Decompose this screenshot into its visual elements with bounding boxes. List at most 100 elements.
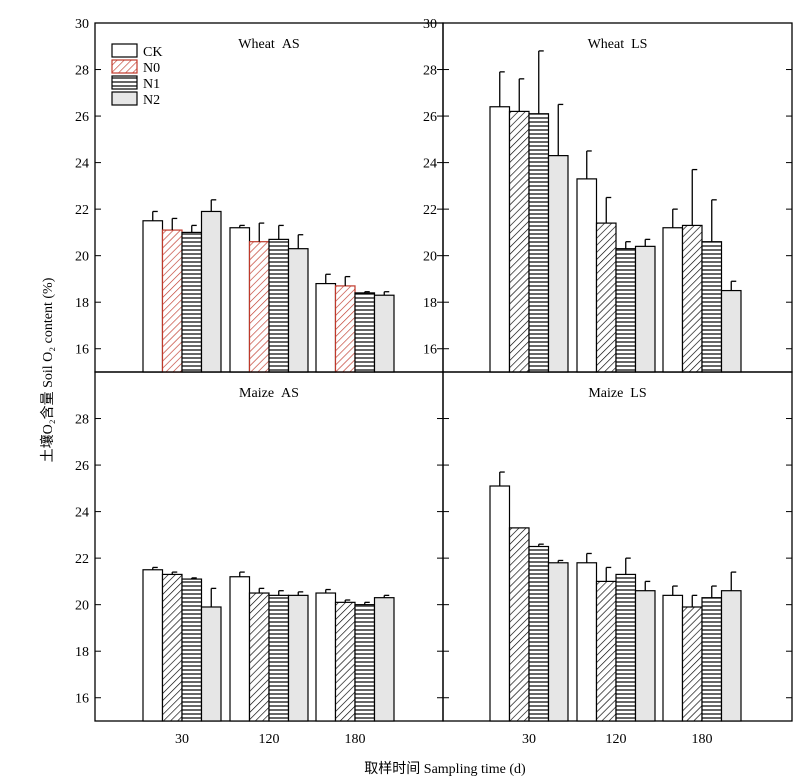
bar-n2-30 — [547, 562, 569, 722]
x-tick-label: 120 — [606, 732, 627, 747]
panel-title: Maize AS — [239, 386, 299, 401]
bar-n1-30 — [528, 545, 550, 722]
y-tick-label: 16 — [75, 692, 89, 707]
y-tick-label: 18 — [75, 645, 89, 660]
bar-n0-180 — [334, 601, 356, 722]
bar-ck-120 — [576, 178, 598, 373]
panel-title: Wheat LS — [588, 37, 648, 52]
legend-item-n1: N1 — [111, 75, 160, 92]
legend-label-n2: N2 — [143, 93, 160, 108]
bar-n0-30 — [161, 573, 183, 722]
bar-ck-180 — [315, 592, 337, 722]
bar-n2-120 — [287, 248, 309, 373]
bar-ck-180 — [315, 282, 337, 373]
bar-n1-180 — [701, 597, 723, 722]
x-tick-label: 30 — [522, 732, 536, 747]
bar-n0-30 — [508, 110, 530, 373]
bar-n0-120 — [595, 580, 617, 722]
bar-n2-30 — [200, 210, 222, 373]
bar-ck-120 — [229, 576, 251, 722]
legend-item-n2: N2 — [111, 91, 160, 108]
legend: CK N0 N1 N2 — [111, 43, 162, 108]
bar-n2-120 — [634, 590, 656, 722]
bar-n1-120 — [268, 594, 290, 722]
y-tick-label: 22 — [75, 552, 89, 567]
bar-n1-120 — [268, 238, 290, 373]
bar-ck-180 — [662, 594, 684, 722]
y-tick-label: 28 — [75, 64, 89, 79]
y-tick-label: 30 — [423, 17, 437, 32]
bar-ck-30 — [489, 106, 511, 373]
y-tick-label: 20 — [75, 599, 89, 614]
bar-n0-30 — [508, 527, 530, 722]
y-tick-label: 22 — [75, 203, 89, 218]
bar-n1-180 — [354, 604, 376, 722]
bar-n2-120 — [287, 594, 309, 722]
bar-n2-180 — [720, 590, 742, 722]
bar-n0-180 — [334, 285, 356, 373]
legend-swatch-n2 — [111, 91, 138, 106]
bar-n1-180 — [354, 292, 376, 373]
bar-n0-180 — [681, 606, 703, 722]
bar-n1-120 — [615, 573, 637, 722]
bar-n0-30 — [161, 229, 183, 373]
panel-4: Maize LS 30 120 180 — [442, 371, 793, 747]
bar-n2-30 — [547, 155, 569, 373]
y-tick-label: 24 — [75, 506, 89, 521]
y-tick-label: 28 — [75, 413, 89, 428]
bar-ck-120 — [576, 562, 598, 722]
bar-n0-180 — [681, 224, 703, 373]
y-tick-label: 30 — [75, 17, 89, 32]
y-tick-label: 16 — [423, 343, 437, 358]
legend-swatch-n1 — [111, 75, 138, 90]
bar-n2-120 — [634, 245, 656, 373]
y-tick-label: 26 — [75, 459, 89, 474]
y-axis-label: 土壤O₂含量 Soil O₂ content (%) — [39, 277, 56, 462]
bar-n1-30 — [528, 113, 550, 373]
bar-ck-180 — [662, 227, 684, 373]
bar-n2-180 — [373, 294, 395, 373]
y-tick-label: 16 — [75, 343, 89, 358]
y-tick-label: 20 — [423, 250, 437, 265]
y-tick-label: 22 — [423, 203, 437, 218]
legend-label-n1: N1 — [143, 77, 160, 92]
legend-label-ck: CK — [143, 45, 162, 60]
panels: Wheat AS 16 18 20 22 24 26 28 30 Wheat LS 16 18 20 22… — [75, 17, 793, 747]
legend-item-n0: N0 — [111, 59, 160, 76]
x-tick-label: 30 — [175, 732, 189, 747]
y-tick-label: 20 — [75, 250, 89, 265]
bar-n2-180 — [720, 289, 742, 373]
bar-n1-30 — [181, 578, 203, 722]
panel-3: Maize AS 16 18 20 22 24 26 28 30 120 180 — [75, 371, 444, 747]
y-tick-label: 26 — [423, 110, 437, 125]
y-tick-label: 24 — [75, 157, 89, 172]
bar-n0-120 — [595, 222, 617, 373]
legend-item-ck: CK — [111, 43, 162, 60]
bar-n0-120 — [248, 592, 270, 722]
x-tick-label: 120 — [259, 732, 280, 747]
bar-n2-180 — [373, 597, 395, 722]
panel-title: Maize LS — [588, 386, 646, 401]
panel-title: Wheat AS — [238, 37, 299, 52]
legend-label-n0: N0 — [143, 61, 160, 76]
y-tick-label: 26 — [75, 110, 89, 125]
y-tick-label: 18 — [75, 296, 89, 311]
y-tick-label: 18 — [423, 296, 437, 311]
bar-n1-120 — [615, 248, 637, 373]
bar-n1-180 — [701, 241, 723, 373]
bar-ck-30 — [142, 569, 164, 722]
panel-2: Wheat LS 16 18 20 22 24 26 28 30 — [423, 17, 793, 373]
x-axis-label: 取样时间 Sampling time (d) — [364, 761, 526, 777]
bar-n1-30 — [181, 231, 203, 373]
y-tick-label: 24 — [423, 157, 437, 172]
legend-swatch-ck — [111, 43, 138, 58]
bar-ck-30 — [489, 485, 511, 722]
bar-ck-120 — [229, 227, 251, 373]
bar-n2-30 — [200, 606, 222, 722]
legend-swatch-n0 — [111, 59, 138, 74]
x-tick-label: 180 — [692, 732, 713, 747]
x-tick-label: 180 — [345, 732, 366, 747]
bar-n0-120 — [248, 241, 270, 373]
bar-ck-30 — [142, 220, 164, 373]
